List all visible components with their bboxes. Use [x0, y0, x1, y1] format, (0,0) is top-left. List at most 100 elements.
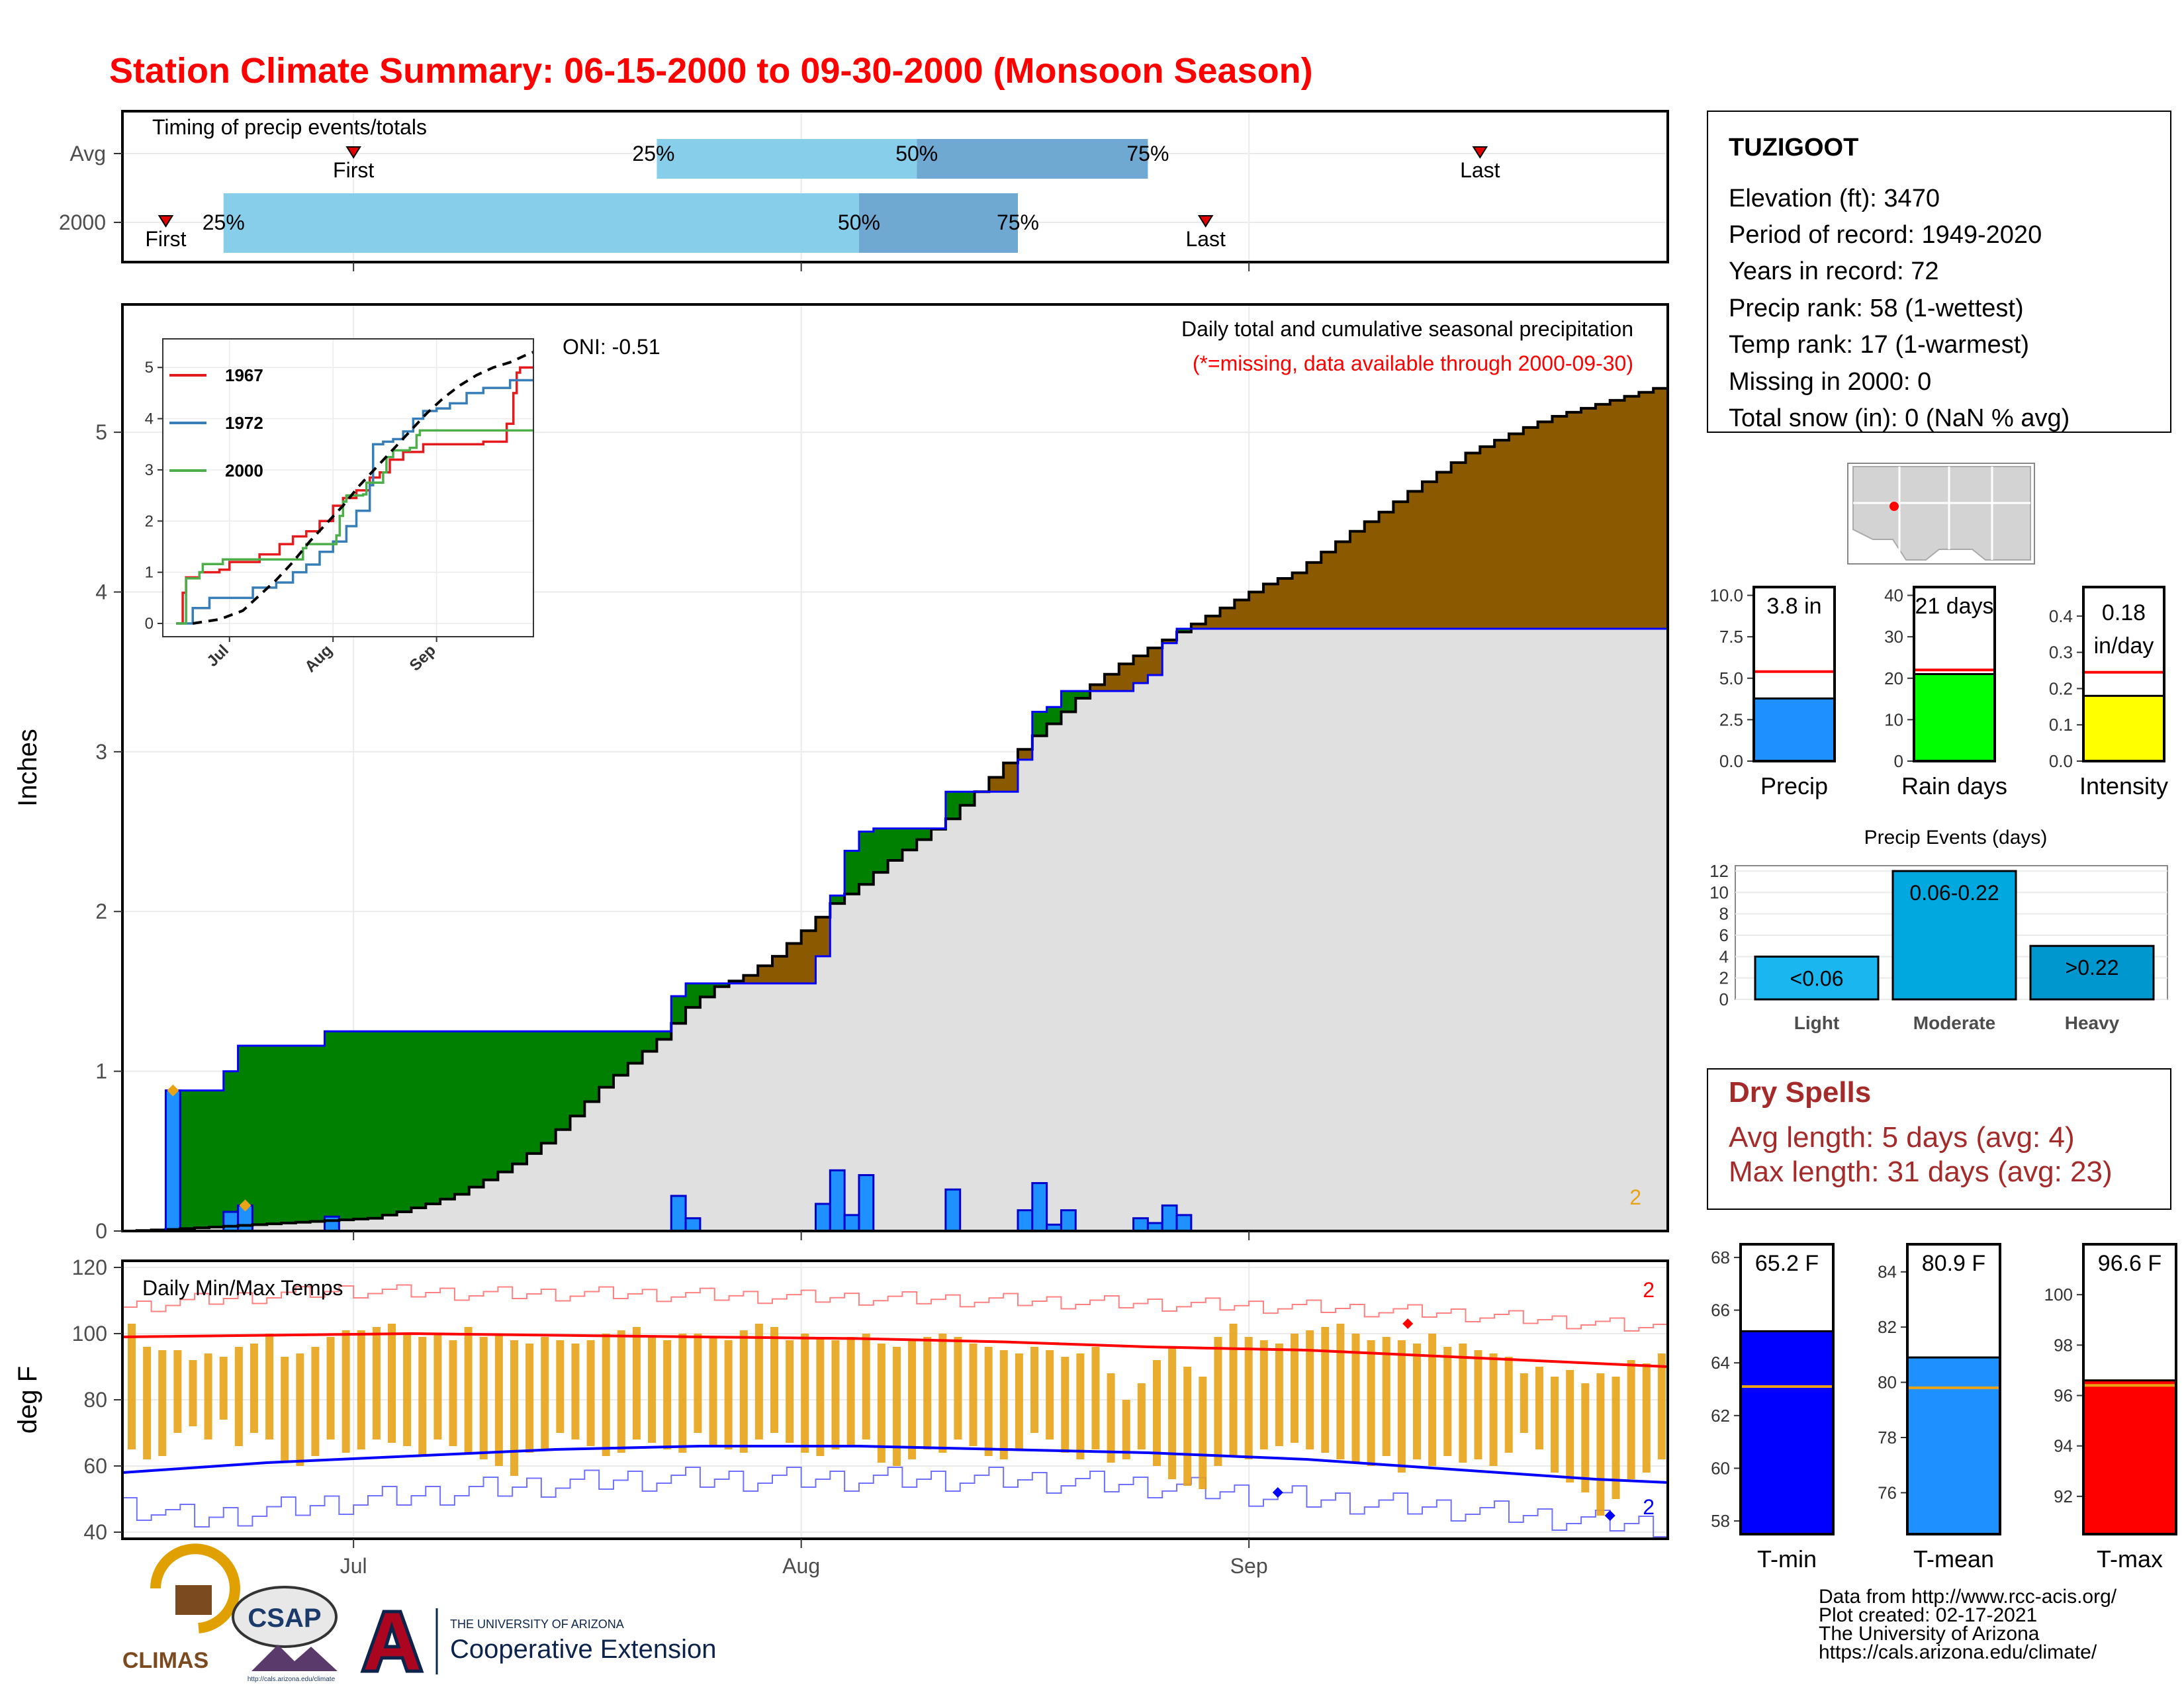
mini-Precip-ytick-label-4: 10.0 — [1709, 586, 1743, 606]
temp-daily-bar-47 — [846, 1337, 855, 1446]
temp-y-axis-label: deg F — [13, 1366, 42, 1434]
precip-surplus-7 — [223, 1071, 239, 1226]
csap-logo: CSAP http://cals.arizona.edu/climate — [232, 1586, 338, 1683]
temp-daily-bar-16 — [372, 1327, 381, 1440]
precip-surplus-29 — [541, 1031, 557, 1144]
temp-daily-bar-74 — [1259, 1340, 1268, 1449]
precip-daily-bar-1 — [222, 1211, 240, 1231]
timing-2000-p50-label: 50% — [838, 210, 880, 234]
dry-spells-avg: Avg length: 5 days (avg: 4) — [1729, 1121, 2075, 1154]
precip-surplus-18 — [382, 1031, 398, 1215]
mini-T-min-ytick-label-5: 68 — [1711, 1248, 1730, 1267]
timing-avg-last-label: Last — [1460, 158, 1500, 182]
precip-daily-bar-10 — [944, 1188, 962, 1231]
climas-logo-arc — [150, 1543, 240, 1633]
precip-surplus-64 — [1046, 707, 1062, 724]
temp-daily-bar-77 — [1306, 1330, 1314, 1449]
mini-category-label-Intensity: Intensity — [2079, 772, 2168, 800]
temp-daily-bar-67 — [1152, 1360, 1161, 1466]
station-missing: Missing in 2000: 0 — [1729, 368, 1931, 396]
mini-Precip-ytick-label-0: 0.0 — [1719, 751, 1743, 771]
temp-daily-bar-32 — [617, 1330, 625, 1453]
precip-surplus-14 — [324, 1031, 340, 1221]
temp-avg-min-line — [122, 1445, 1668, 1484]
precip-cumulative-lines — [122, 384, 1668, 1231]
climas-logo: CLIMAS — [122, 1543, 240, 1673]
precip-surplus-58 — [960, 792, 976, 805]
mini-Rain days-ytick-label-1: 10 — [1884, 709, 1903, 729]
precip-daily-bar-0 — [164, 1089, 181, 1231]
ua-logo-small-text: THE UNIVERSITY OF ARIZONA — [450, 1618, 624, 1631]
mini-T-max-ytick-label-4: 100 — [2044, 1285, 2073, 1304]
oni-annotation: ONI: -0.51 — [563, 335, 660, 359]
precip-deficit-80 — [1277, 578, 1293, 629]
temp-daily-bar-69 — [1183, 1367, 1192, 1486]
precip-deficit-105 — [1639, 392, 1654, 629]
station-snow: Total snow (in): 0 (NaN % avg) — [1729, 404, 2070, 432]
temp-daily-bar-36 — [678, 1334, 687, 1453]
precip-events-title: Precip Events (days) — [1864, 827, 2048, 848]
precip-ytick-label-2: 2 — [95, 899, 107, 923]
timing-2000-p75-label: 75% — [997, 210, 1039, 234]
temp-daily-bar-94 — [1566, 1370, 1574, 1483]
precip-daily-bar-12 — [1031, 1182, 1048, 1231]
station-period: Period of record: 1949-2020 — [1729, 221, 2042, 249]
events-ytick-label-3: 6 — [1719, 925, 1729, 945]
precip-surplus-19 — [396, 1031, 412, 1212]
temp-ytick-label-3: 100 — [72, 1322, 107, 1346]
events-ytick-label-2: 4 — [1719, 946, 1729, 966]
precip-panel: 0 1 2 3 4 5 Inches Daily total and cumulative… — [13, 303, 1669, 1243]
inset-ytick-label-2: 2 — [145, 512, 154, 530]
mini-T-max-ytick-label-1: 94 — [2054, 1436, 2073, 1456]
mini-Rain days-ytick-label-2: 20 — [1884, 668, 1903, 688]
temp-daily-bar-46 — [831, 1340, 840, 1449]
mini-value-label-T-max: 96.6 F — [2098, 1251, 2161, 1276]
precip-deficit-86 — [1364, 522, 1380, 629]
temp-daily-bar-83 — [1397, 1340, 1406, 1473]
temp-daily-bar-88 — [1474, 1350, 1482, 1459]
precip-deficit-69 — [1118, 664, 1134, 692]
temp-daily-bar-61 — [1061, 1357, 1069, 1453]
mini-category-label-T-min: T-min — [1757, 1545, 1817, 1573]
precip-deficit-48 — [815, 917, 831, 956]
station-years: Years in record: 72 — [1729, 257, 1939, 285]
precip-surplus-15 — [339, 1031, 354, 1220]
precip-missing-marker-0 — [167, 1084, 179, 1097]
precip-surplus-9 — [252, 1046, 267, 1225]
inset-gridlines — [163, 339, 533, 637]
inset-legend-label-2000: 2000 — [225, 461, 263, 480]
timing-2000-last-marker — [1197, 215, 1214, 228]
temp-daily-bar-90 — [1504, 1357, 1513, 1453]
mini-value-label-Intensity: 0.18 — [2102, 600, 2146, 625]
mini-T-min-ytick-label-1: 60 — [1711, 1458, 1730, 1478]
temp-daily-bar-4 — [189, 1360, 197, 1426]
inset-legend: 1967 1972 2000 — [169, 365, 263, 480]
precip-surplus-50 — [844, 850, 860, 894]
temp-daily-bar-21 — [449, 1340, 457, 1446]
temp-daily-bar-92 — [1535, 1367, 1543, 1449]
precip-panel-subtitle: (*=missing, data available through 2000-… — [1193, 351, 1633, 375]
precip-daily-bar-11 — [1017, 1209, 1034, 1231]
mini-Intensity-ytick-label-2: 0.2 — [2049, 678, 2073, 698]
mini-value-label-T-min: 65.2 F — [1755, 1251, 1819, 1276]
mini-bar-T-mean — [1906, 1356, 2001, 1535]
temp-daily-bar-55 — [969, 1344, 978, 1446]
inset-series-line-1967 — [176, 366, 533, 625]
mini-frame-T-mean — [1906, 1243, 2001, 1535]
precip-y-axis-label: Inches — [13, 729, 42, 807]
temp-daily-bar-58 — [1015, 1353, 1023, 1449]
mini-Rain days-ytick-label-0: 0 — [1894, 751, 1903, 771]
timing-panel: First Last 25% 50% 75% First Last 25% 50% 75% Tim… — [59, 110, 1669, 271]
timing-x-ticks — [114, 153, 1250, 271]
precip-panel-title: Daily total and cumulative seasonal prec… — [1181, 317, 1633, 341]
mini-Precip-ytick-label-3: 7.5 — [1719, 627, 1743, 647]
precip-surplus-30 — [555, 1031, 571, 1130]
temp-daily-bar-29 — [571, 1344, 580, 1440]
climas-logo-text: CLIMAS — [122, 1648, 208, 1673]
mini-Intensity-ytick-label-3: 0.3 — [2049, 643, 2073, 663]
temp-daily-bar-62 — [1076, 1353, 1085, 1459]
precip-surplus-73 — [1177, 629, 1192, 632]
mini-bar-Precip — [1752, 697, 1836, 762]
precip-daily-bar-9 — [858, 1174, 875, 1231]
